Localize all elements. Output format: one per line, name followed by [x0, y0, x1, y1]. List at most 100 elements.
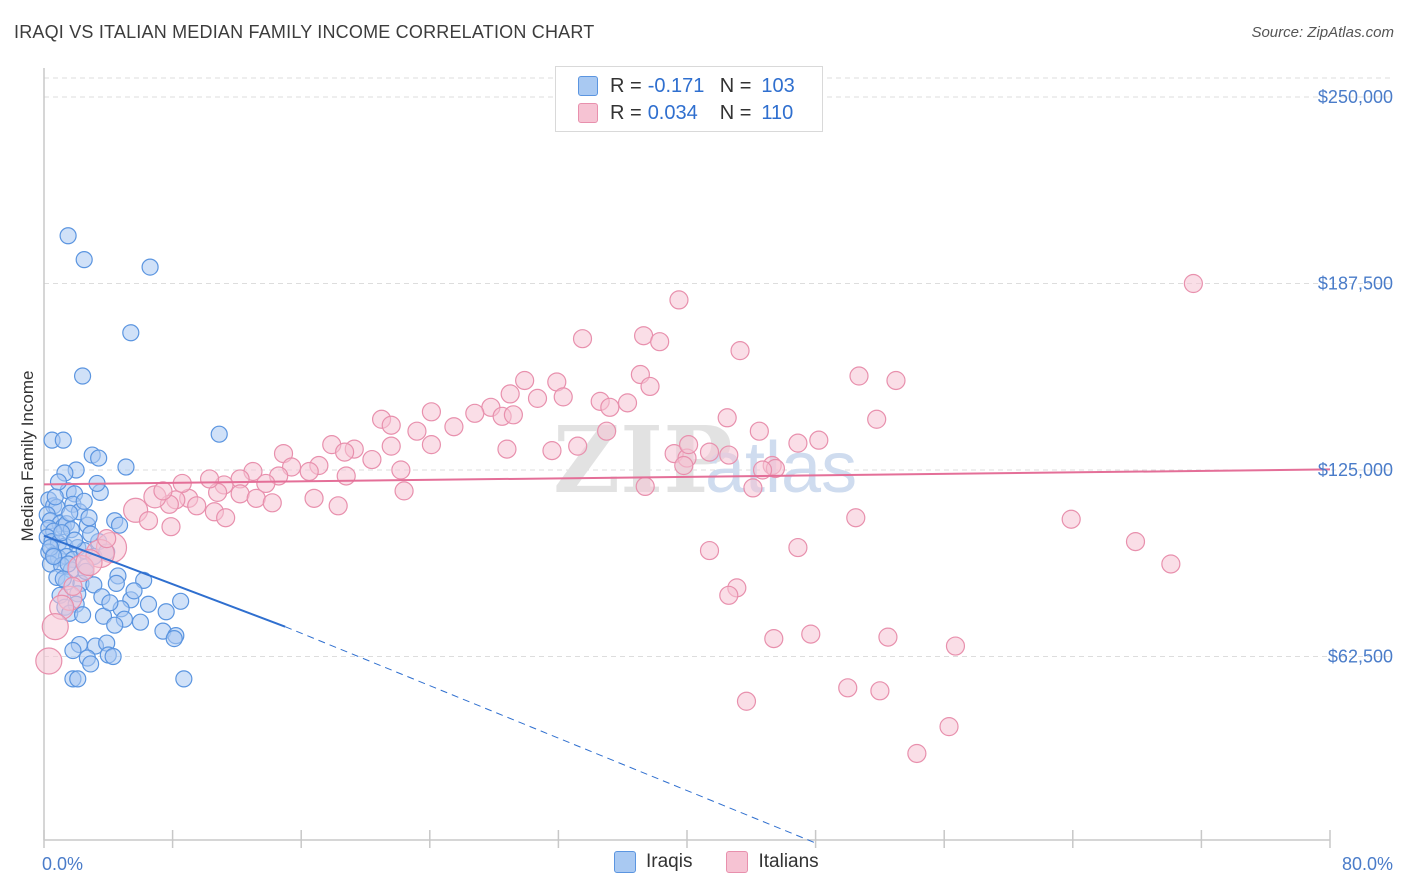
iraqi-point	[131, 613, 150, 631]
italian-point	[199, 469, 220, 489]
iraqi-trend-extension	[284, 626, 816, 844]
italian-point	[1125, 532, 1146, 552]
italian-point	[246, 488, 266, 508]
iraqi-point	[73, 367, 92, 385]
legend-item-italians[interactable]: Italians	[726, 851, 819, 873]
watermark-zip: ZIP	[553, 406, 732, 514]
italian-point	[216, 508, 236, 528]
iraqi-point	[165, 629, 183, 648]
trend-lines	[43, 468, 1331, 844]
italian-point	[743, 478, 763, 498]
italian-point	[304, 488, 324, 508]
iraqi-point	[210, 425, 228, 443]
iraqi-point	[75, 251, 93, 269]
r-value: -0.171	[647, 74, 705, 97]
iraqi-point	[64, 641, 82, 660]
italian-point	[503, 405, 523, 425]
iraqi-point	[61, 504, 79, 522]
iraqi-point	[46, 488, 64, 506]
italian-point	[886, 370, 906, 391]
italian-point	[553, 387, 573, 407]
italian-point	[699, 540, 720, 561]
legend-item-iraqis[interactable]: Iraqis	[614, 851, 692, 873]
italian-point	[515, 370, 535, 391]
italian-point	[362, 449, 382, 470]
italian-point	[336, 466, 356, 486]
italian-point	[617, 393, 638, 413]
italian-point	[444, 417, 464, 437]
italian-point	[256, 473, 276, 494]
italian-point	[749, 421, 769, 441]
italian-point	[650, 332, 670, 352]
italian-point	[640, 376, 660, 397]
iraqi-trend-line	[43, 534, 286, 628]
iraqi-point	[82, 655, 100, 673]
iraqi-point	[172, 592, 190, 610]
italian-trend-line	[43, 468, 1331, 486]
iraqi-point	[139, 595, 158, 613]
italian-point	[262, 493, 282, 513]
iraqi-point	[75, 492, 93, 510]
italian-point	[1061, 509, 1081, 529]
iraqi-points	[38, 227, 228, 688]
r-label: R =	[610, 101, 642, 124]
italian-swatch	[578, 103, 598, 123]
italian-point	[907, 743, 927, 764]
iraqi-point	[117, 458, 135, 476]
iraqi-point	[175, 670, 193, 688]
italian-point	[568, 436, 588, 456]
italian-point	[421, 435, 442, 455]
iraqi-point	[157, 603, 175, 621]
n-value: 110	[761, 101, 794, 124]
iraqi-point	[104, 647, 122, 666]
italian-point	[1183, 273, 1203, 294]
italian-point	[788, 537, 808, 558]
italian-point	[391, 460, 411, 480]
iraqi-point	[107, 574, 125, 592]
iraqi-point	[73, 606, 92, 624]
italian-point	[572, 329, 593, 349]
correlation-legend: R = -0.171 N = 103 R = 0.034 N = 110	[555, 66, 823, 132]
italian-point	[699, 442, 720, 462]
italian-point	[870, 681, 890, 701]
italian-point	[335, 442, 355, 462]
italian-point	[161, 517, 181, 537]
italian-point	[809, 430, 829, 450]
italian-point	[35, 647, 63, 675]
iraqi-point	[53, 524, 71, 542]
source-label: Source: ZipAtlas.com	[1251, 24, 1394, 41]
italian-point	[635, 476, 655, 497]
n-label: N =	[719, 74, 752, 97]
italian-point	[497, 439, 517, 459]
legend-label-italians: Italians	[758, 851, 819, 872]
y-tick-label: $187,500	[1318, 274, 1393, 294]
italian-point	[717, 408, 737, 428]
italian-point	[878, 627, 898, 647]
italian-point	[381, 436, 401, 456]
gridlines	[44, 77, 1394, 657]
italian-point	[719, 585, 739, 605]
italian-point	[187, 496, 207, 516]
iraqi-swatch	[578, 76, 598, 96]
iraqi-point	[59, 227, 77, 245]
iraqi-point	[101, 594, 119, 612]
iraqi-point	[45, 547, 63, 566]
italian-point	[328, 496, 348, 516]
iraqi-point	[106, 616, 124, 634]
iraqi-point	[54, 431, 72, 449]
iraqi-point	[80, 509, 98, 527]
iraqi-point	[125, 582, 143, 600]
italian-point	[846, 508, 866, 528]
italian-point	[381, 415, 401, 435]
iraqi-point	[90, 449, 108, 467]
legend-label-iraqis: Iraqis	[646, 851, 693, 872]
italian-points	[35, 273, 1203, 764]
italian-point	[465, 403, 485, 423]
x-tick-label-max: 80.0%	[1342, 854, 1393, 874]
italian-point	[674, 455, 694, 476]
italian-point	[542, 441, 562, 461]
legend-row-italians: R = 0.034 N = 110	[578, 100, 793, 126]
italian-point	[719, 445, 739, 465]
